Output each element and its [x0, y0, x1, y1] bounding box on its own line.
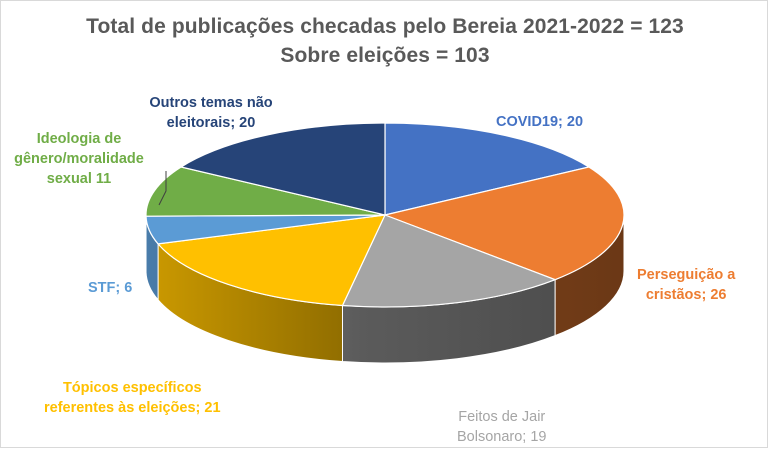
slice-label-line: Perseguição a — [637, 265, 735, 285]
slice-label-line: Outros temas não — [136, 93, 286, 113]
pie-slices — [146, 123, 624, 307]
slice-label-line: gênero/moralidade — [4, 149, 154, 169]
slice-label-line: Bolsonaro; 19 — [457, 427, 546, 447]
slice-label-line: COVID19; 20 — [496, 112, 583, 132]
slice-label-outros-temas: Outros temas não eleitorais; 20 — [136, 93, 286, 133]
slice-label-line: referentes às eleições; 21 — [44, 398, 221, 418]
slice-label-line: Ideologia de — [4, 129, 154, 149]
slice-label-line: Tópicos específicos — [44, 378, 221, 398]
slice-label-line: STF; 6 — [88, 278, 132, 298]
slice-label-perseguicao: Perseguição a cristãos; 26 — [637, 265, 735, 305]
slice-label-topicos-eleicoes: Tópicos específicos referentes às eleiçõ… — [44, 378, 221, 418]
slice-label-feitos-bolsonaro: Feitos de Jair Bolsonaro; 19 — [457, 407, 546, 447]
slice-label-line: cristãos; 26 — [637, 285, 735, 305]
slice-label-ideologia: Ideologia de gênero/moralidade sexual 11 — [4, 129, 154, 189]
slice-label-line: eleitorais; 20 — [136, 113, 286, 133]
slice-label-covid19: COVID19; 20 — [496, 112, 583, 132]
slice-label-line: sexual 11 — [4, 169, 154, 189]
slice-label-line: Feitos de Jair — [457, 407, 546, 427]
slice-label-stf: STF; 6 — [88, 278, 132, 298]
